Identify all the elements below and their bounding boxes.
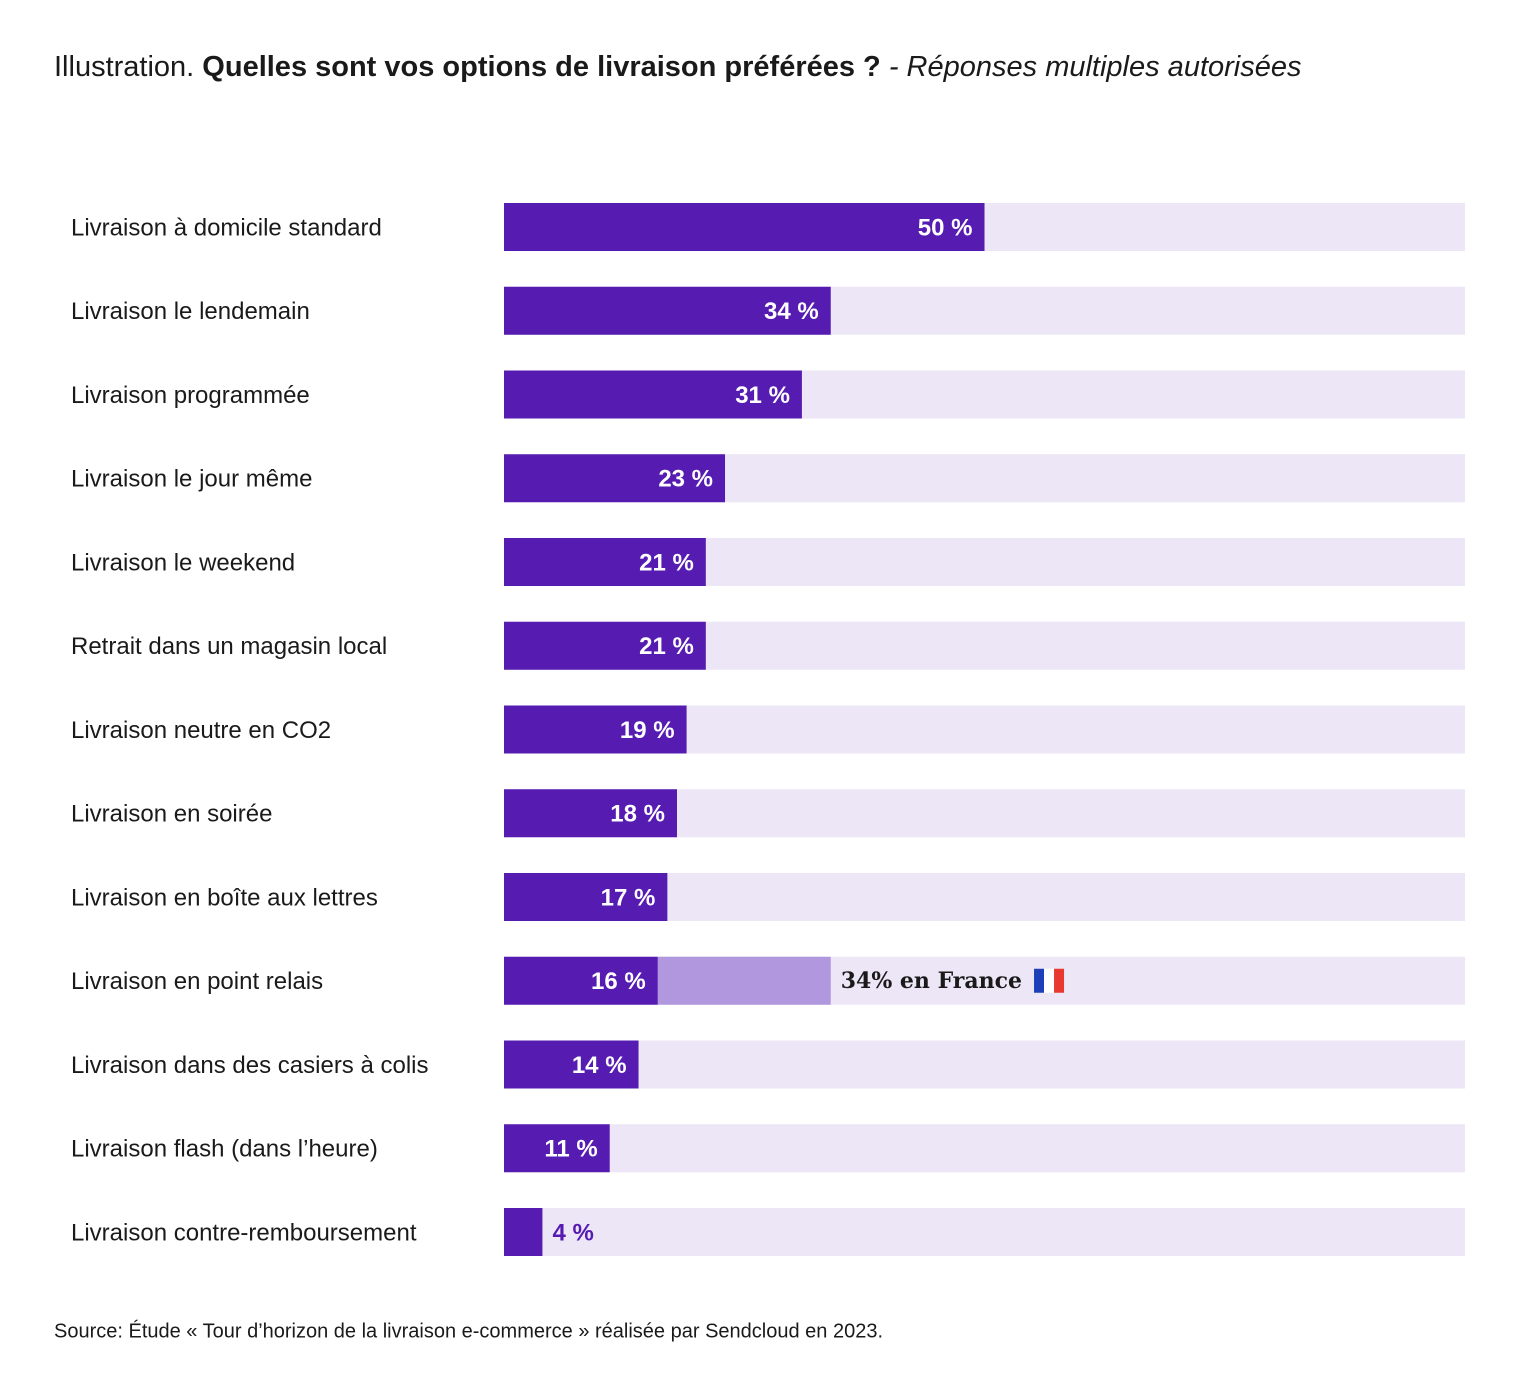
bar	[504, 1208, 543, 1256]
category-label: Livraison neutre en CO2	[71, 717, 331, 744]
category-label: Livraison le weekend	[71, 549, 295, 576]
flag-stripe	[1044, 968, 1055, 993]
category-label: Livraison en soirée	[71, 801, 272, 828]
category-label: Retrait dans un magasin local	[71, 633, 387, 660]
bar-track	[504, 1040, 1465, 1089]
category-label: Livraison en boîte aux lettres	[71, 884, 378, 911]
category-label: Livraison à domicile standard	[71, 214, 382, 241]
value-label: 21 %	[639, 633, 694, 660]
category-label: Livraison flash (dans l’heure)	[71, 1136, 378, 1163]
bar	[504, 1040, 639, 1089]
category-label: Livraison en point relais	[71, 968, 323, 995]
annotation-bar	[657, 956, 831, 1005]
bar	[504, 286, 831, 335]
value-label: 19 %	[620, 717, 675, 744]
value-label: 16 %	[591, 968, 646, 995]
bar	[504, 538, 706, 586]
bar	[504, 956, 658, 1005]
value-label: 17 %	[601, 884, 656, 911]
category-label: Livraison programmée	[71, 382, 310, 409]
bar	[504, 1124, 610, 1173]
value-label: 34 %	[764, 298, 819, 325]
annotation-text: 34% en France	[841, 968, 1022, 994]
bar	[504, 203, 985, 251]
subtitle: - Réponses multiples autorisées	[889, 51, 1302, 83]
value-label: 18 %	[610, 801, 665, 828]
bar	[504, 789, 677, 838]
category-label: Livraison le lendemain	[71, 298, 310, 325]
title-prefix: Illustration.	[54, 51, 194, 83]
value-label: 31 %	[735, 382, 790, 409]
value-label: 23 %	[658, 466, 713, 493]
bar	[504, 454, 726, 503]
bar-track	[504, 1208, 1465, 1256]
category-label: Livraison le jour même	[71, 466, 312, 493]
category-label: Livraison dans des casiers à colis	[71, 1052, 429, 1079]
bar	[504, 873, 668, 921]
source: Source: Étude « Tour d’horizon de la liv…	[54, 1319, 883, 1342]
bar	[504, 621, 706, 670]
bar	[504, 705, 687, 754]
title-main: Quelles sont vos options de livraison pr…	[202, 51, 880, 83]
chart-title: Illustration. Quelles sont vos options d…	[54, 51, 1302, 83]
flag-stripe	[1054, 968, 1065, 993]
value-label: 21 %	[639, 549, 694, 576]
category-label: Livraison contre-remboursement	[71, 1219, 417, 1246]
value-label: 4 %	[552, 1219, 593, 1246]
value-label: 11 %	[544, 1136, 597, 1163]
flag-stripe	[1034, 968, 1045, 993]
bar	[504, 370, 802, 419]
value-label: 50 %	[918, 214, 973, 241]
bar-track	[504, 1124, 1465, 1173]
value-label: 14 %	[572, 1052, 627, 1079]
